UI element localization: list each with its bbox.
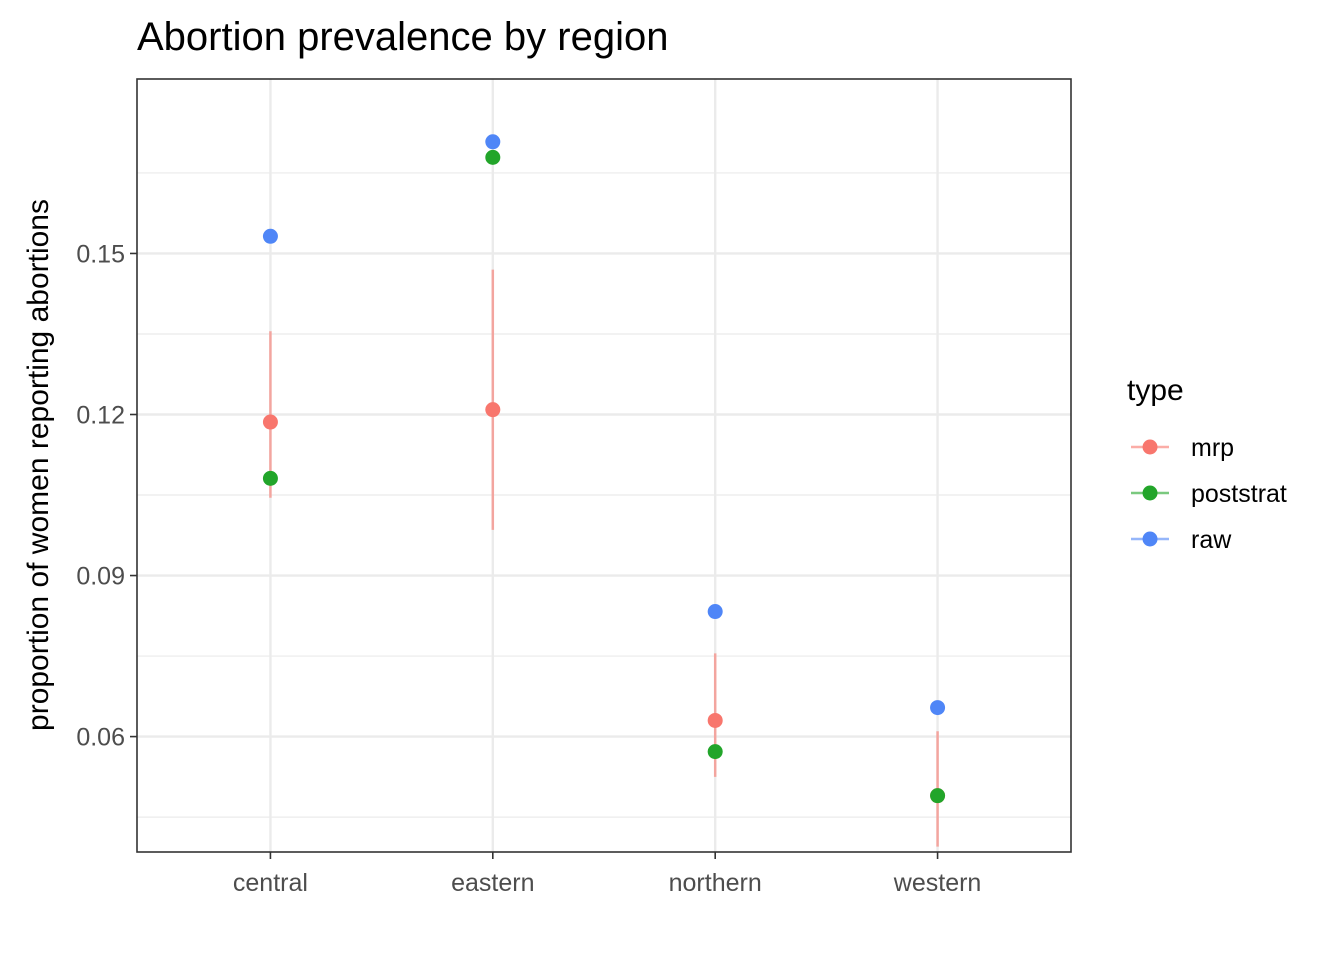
legend-item-raw: raw bbox=[1131, 526, 1232, 554]
axes: 0.06 0.09 0.12 0.15 central eastern northern we… bbox=[76, 240, 981, 897]
y-axis-title: proportion of women reporting abortions bbox=[22, 199, 55, 731]
data-point-poststrat bbox=[707, 744, 723, 760]
legend-items: mrp poststrat raw bbox=[1131, 434, 1287, 554]
data-point-raw bbox=[485, 134, 501, 150]
data-point-mrp bbox=[485, 402, 501, 418]
legend-key-point bbox=[1142, 531, 1158, 547]
plot-border bbox=[136, 78, 1072, 853]
plot-frame bbox=[136, 78, 1072, 853]
legend-label: poststrat bbox=[1191, 480, 1287, 508]
legend-item-mrp: mrp bbox=[1131, 434, 1234, 462]
data-point-raw bbox=[707, 604, 723, 620]
data-point-mrp bbox=[707, 712, 723, 728]
data-point-poststrat bbox=[930, 788, 946, 804]
y-tick-label: 0.12 bbox=[76, 402, 125, 430]
legend-key-point bbox=[1142, 439, 1158, 455]
x-tick-label: northern bbox=[669, 869, 762, 897]
y-tick-label: 0.15 bbox=[76, 240, 125, 268]
legend-label: mrp bbox=[1191, 434, 1234, 462]
chart-title: Abortion prevalence by region bbox=[137, 15, 668, 59]
plot-background bbox=[137, 79, 1071, 852]
y-tick-label: 0.06 bbox=[76, 724, 125, 752]
legend-item-poststrat: poststrat bbox=[1131, 480, 1287, 508]
x-tick-label: western bbox=[893, 869, 982, 897]
x-tick-label: eastern bbox=[451, 869, 534, 897]
legend-title: type bbox=[1127, 374, 1184, 407]
legend: type mrp poststrat raw bbox=[1127, 374, 1287, 554]
y-tick-label: 0.09 bbox=[76, 563, 125, 591]
x-tick-label: central bbox=[233, 869, 308, 897]
data-point-raw bbox=[262, 228, 278, 244]
data-point-mrp bbox=[262, 414, 278, 430]
plot-panel bbox=[137, 79, 1071, 852]
data-point-raw bbox=[930, 700, 946, 716]
data-point-poststrat bbox=[485, 149, 501, 165]
data-point-poststrat bbox=[262, 470, 278, 486]
legend-key-point bbox=[1142, 485, 1158, 501]
data-points bbox=[262, 134, 946, 804]
legend-label: raw bbox=[1191, 526, 1232, 554]
